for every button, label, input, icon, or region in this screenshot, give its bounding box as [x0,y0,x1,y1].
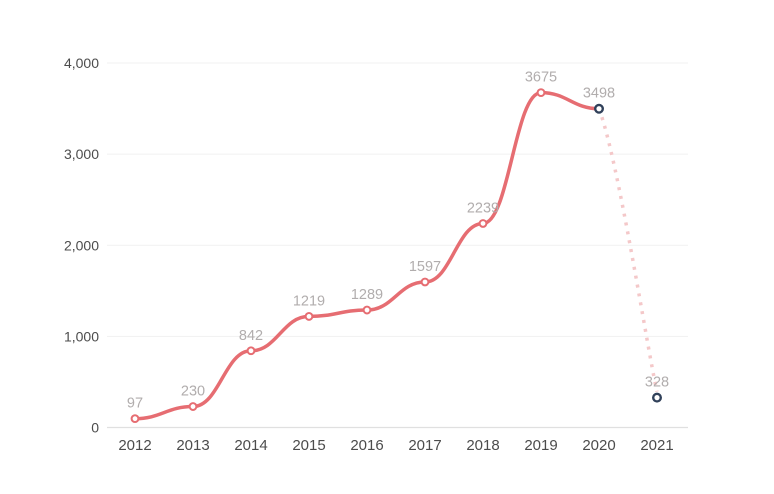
y-axis-tick-label: 3,000 [64,146,99,162]
y-axis-tick-label: 1,000 [64,328,99,344]
x-axis-tick-label-2015: 2015 [292,437,325,454]
data-point-marker-2021[interactable] [652,392,663,403]
data-point-marker-2018[interactable] [478,219,488,228]
data-point-label-2016: 1289 [351,287,383,303]
data-point-label-2021: 328 [645,375,669,391]
data-point-label-2013: 230 [181,384,205,400]
x-axis-tick-label-2019: 2019 [524,437,557,454]
data-point-label-2014: 842 [239,328,263,344]
y-axis-tick-label: 4,000 [64,55,99,71]
data-point-label-2012: 97 [127,396,143,412]
data-point-marker-2017[interactable] [420,277,430,287]
data-point-label-2018: 2239 [467,200,499,216]
data-point-label-2019: 3675 [525,70,557,86]
x-axis-tick-label-2017: 2017 [408,437,441,454]
series-line-actual [133,90,601,421]
data-point-marker-2020[interactable] [594,103,605,114]
data-point-marker-2012[interactable] [130,414,140,424]
x-axis-tick-label-2021: 2021 [640,437,673,454]
y-axis-tick-label: 0 [91,420,99,436]
data-point-marker-2014[interactable] [246,346,256,356]
data-point-marker-2013[interactable] [188,402,198,411]
data-point-label-2020: 3498 [583,86,615,102]
data-point-label-2015: 1219 [293,293,325,309]
x-axis-tick-label-2018: 2018 [466,437,499,454]
x-axis-tick-label-2014: 2014 [234,437,267,454]
x-axis-tick-label-2013: 2013 [176,437,209,454]
data-point-marker-2019[interactable] [536,88,546,98]
data-point-label-2017: 1597 [409,259,441,275]
series-line-projected [597,108,659,393]
x-axis-tick-label-2020: 2020 [582,437,615,454]
data-point-marker-2015[interactable] [304,312,314,321]
x-axis-tick-label-2016: 2016 [350,437,383,454]
x-axis-tick-label-2012: 2012 [118,437,151,454]
y-axis-tick-label: 2,000 [64,237,99,253]
data-point-marker-2016[interactable] [362,305,372,315]
